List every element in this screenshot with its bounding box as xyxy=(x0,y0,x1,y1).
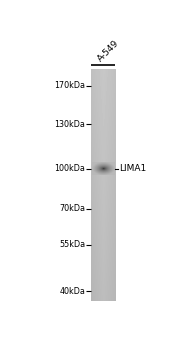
Text: 40kDa: 40kDa xyxy=(59,287,85,296)
Text: 100kDa: 100kDa xyxy=(54,164,85,173)
Text: 70kDa: 70kDa xyxy=(59,204,85,213)
Text: 55kDa: 55kDa xyxy=(59,240,85,249)
Text: LIMA1: LIMA1 xyxy=(119,164,147,173)
Text: 130kDa: 130kDa xyxy=(54,120,85,129)
Text: A-549: A-549 xyxy=(96,38,120,64)
Text: 170kDa: 170kDa xyxy=(54,81,85,90)
